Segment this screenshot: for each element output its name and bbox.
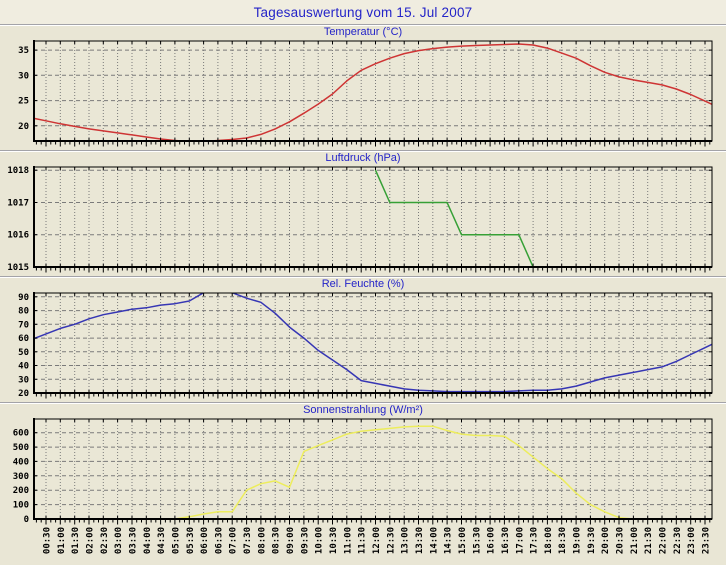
svg-text:01:30: 01:30 bbox=[71, 527, 81, 554]
chart-section-sonnenstrahlung: Sonnenstrahlung (W/m²) 0 100 200 300 400 500 6… bbox=[0, 402, 726, 565]
page-title: Tagesauswertung vom 15. Jul 2007 bbox=[253, 4, 473, 20]
charts-container: Temperatur (°C) 20 25 30 35 Luftdruck (hPa)… bbox=[0, 25, 726, 565]
svg-text:500: 500 bbox=[13, 443, 29, 453]
svg-text:13:00: 13:00 bbox=[401, 527, 411, 554]
svg-text:08:00: 08:00 bbox=[257, 527, 267, 554]
svg-text:600: 600 bbox=[13, 429, 29, 439]
svg-text:16:00: 16:00 bbox=[487, 527, 497, 554]
chart-section-temperatur: Temperatur (°C) 20 25 30 35 bbox=[0, 25, 726, 150]
rel-feuchte-line-chart: 20 30 40 50 60 70 80 90 bbox=[18, 292, 713, 399]
svg-text:20:00: 20:00 bbox=[601, 527, 611, 554]
svg-text:1018: 1018 bbox=[7, 166, 29, 176]
svg-text:08:30: 08:30 bbox=[272, 527, 282, 554]
svg-text:01:00: 01:00 bbox=[57, 527, 67, 554]
svg-text:09:30: 09:30 bbox=[300, 527, 310, 554]
svg-text:100: 100 bbox=[13, 501, 29, 511]
svg-text:14:00: 14:00 bbox=[429, 527, 439, 554]
sonnenstrahlung-line-chart: 0 100 200 300 400 500 600 00:30 01:00 01:30 02:00 0… bbox=[13, 418, 713, 554]
svg-text:02:30: 02:30 bbox=[100, 527, 110, 554]
svg-text:05:30: 05:30 bbox=[186, 527, 196, 554]
svg-text:04:30: 04:30 bbox=[157, 527, 167, 554]
svg-text:03:30: 03:30 bbox=[129, 527, 139, 554]
svg-text:17:00: 17:00 bbox=[515, 527, 525, 554]
luftdruck-line-chart: 1015 1016 1017 1018 bbox=[7, 166, 713, 273]
svg-text:11:30: 11:30 bbox=[358, 527, 368, 554]
svg-text:40: 40 bbox=[18, 362, 29, 372]
svg-text:30: 30 bbox=[18, 71, 29, 81]
svg-text:03:00: 03:00 bbox=[114, 527, 124, 554]
svg-text:05:00: 05:00 bbox=[171, 527, 181, 554]
svg-text:400: 400 bbox=[13, 457, 29, 467]
svg-text:90: 90 bbox=[18, 293, 29, 303]
temperatur-line-chart: 20 25 30 35 bbox=[18, 40, 713, 147]
svg-text:20: 20 bbox=[18, 389, 29, 399]
svg-text:12:00: 12:00 bbox=[372, 527, 382, 554]
svg-text:14:30: 14:30 bbox=[444, 527, 454, 554]
svg-text:1015: 1015 bbox=[7, 263, 29, 273]
svg-text:17:30: 17:30 bbox=[530, 527, 540, 554]
svg-text:02:00: 02:00 bbox=[86, 527, 96, 554]
svg-text:20:30: 20:30 bbox=[616, 527, 626, 554]
svg-text:200: 200 bbox=[13, 486, 29, 496]
chart-title-rel-feuchte: Rel. Feuchte (%) bbox=[321, 278, 405, 290]
svg-text:06:00: 06:00 bbox=[200, 527, 210, 554]
svg-text:16:30: 16:30 bbox=[501, 527, 511, 554]
svg-text:04:00: 04:00 bbox=[143, 527, 153, 554]
svg-text:22:30: 22:30 bbox=[673, 527, 683, 554]
svg-text:25: 25 bbox=[18, 97, 29, 107]
svg-text:35: 35 bbox=[18, 46, 29, 56]
svg-text:1017: 1017 bbox=[7, 199, 29, 209]
svg-text:12:30: 12:30 bbox=[386, 527, 396, 554]
svg-text:18:00: 18:00 bbox=[544, 527, 554, 554]
page-header: Tagesauswertung vom 15. Jul 2007 bbox=[0, 0, 726, 25]
svg-text:22:00: 22:00 bbox=[659, 527, 669, 554]
svg-text:30: 30 bbox=[18, 375, 29, 385]
svg-text:23:30: 23:30 bbox=[702, 527, 712, 554]
svg-text:23:00: 23:00 bbox=[687, 527, 697, 554]
chart-section-luftdruck: Luftdruck (hPa) 1015 1016 1017 1018 bbox=[0, 150, 726, 276]
svg-text:19:30: 19:30 bbox=[587, 527, 597, 554]
svg-text:21:30: 21:30 bbox=[644, 527, 654, 554]
svg-text:1016: 1016 bbox=[7, 231, 29, 241]
svg-text:50: 50 bbox=[18, 348, 29, 358]
svg-text:07:30: 07:30 bbox=[243, 527, 253, 554]
svg-text:10:30: 10:30 bbox=[329, 527, 339, 554]
chart-section-rel-feuchte: Rel. Feuchte (%) 20 30 40 50 60 70 80 90 bbox=[0, 276, 726, 402]
svg-text:300: 300 bbox=[13, 472, 29, 482]
svg-text:13:30: 13:30 bbox=[415, 527, 425, 554]
svg-text:09:00: 09:00 bbox=[286, 527, 296, 554]
chart-title-sonnenstrahlung: Sonnenstrahlung (W/m²) bbox=[303, 404, 423, 416]
svg-text:00:30: 00:30 bbox=[43, 527, 53, 554]
svg-text:18:30: 18:30 bbox=[558, 527, 568, 554]
svg-text:15:30: 15:30 bbox=[472, 527, 482, 554]
svg-text:15:00: 15:00 bbox=[458, 527, 468, 554]
svg-text:10:00: 10:00 bbox=[315, 527, 325, 554]
svg-text:06:30: 06:30 bbox=[214, 527, 224, 554]
svg-text:21:00: 21:00 bbox=[630, 527, 640, 554]
chart-title-temperatur: Temperatur (°C) bbox=[323, 26, 403, 38]
chart-title-luftdruck: Luftdruck (hPa) bbox=[325, 152, 401, 164]
svg-text:0: 0 bbox=[24, 515, 29, 525]
svg-text:70: 70 bbox=[18, 320, 29, 330]
svg-text:20: 20 bbox=[18, 122, 29, 132]
svg-text:60: 60 bbox=[18, 334, 29, 344]
svg-text:07:00: 07:00 bbox=[229, 527, 239, 554]
svg-text:19:00: 19:00 bbox=[573, 527, 583, 554]
svg-text:80: 80 bbox=[18, 307, 29, 317]
svg-text:11:00: 11:00 bbox=[343, 527, 353, 554]
